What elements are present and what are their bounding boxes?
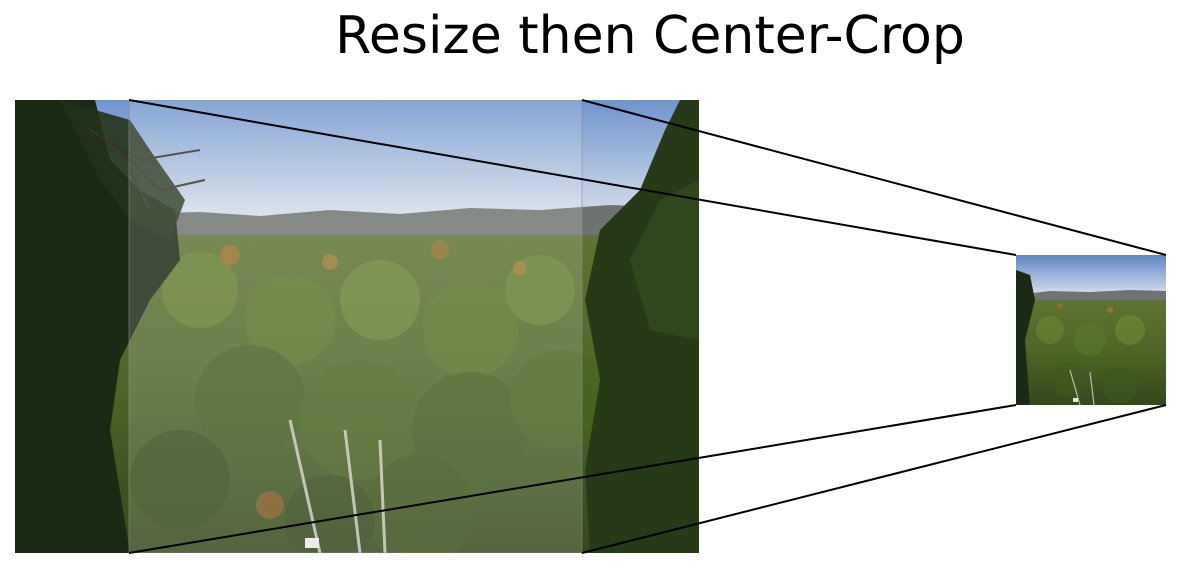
cropped-image — [1016, 255, 1166, 405]
original-image — [15, 100, 699, 553]
projection-line-top-left — [128, 99, 1017, 256]
diagram-title: Resize then Center-Crop — [335, 6, 965, 66]
projection-line-top-right — [581, 99, 1167, 256]
projection-line-bottom-right — [581, 404, 1167, 554]
projection-line-bottom-left — [128, 404, 1017, 554]
projection-lines — [128, 99, 1167, 554]
crop-region — [129, 100, 582, 553]
